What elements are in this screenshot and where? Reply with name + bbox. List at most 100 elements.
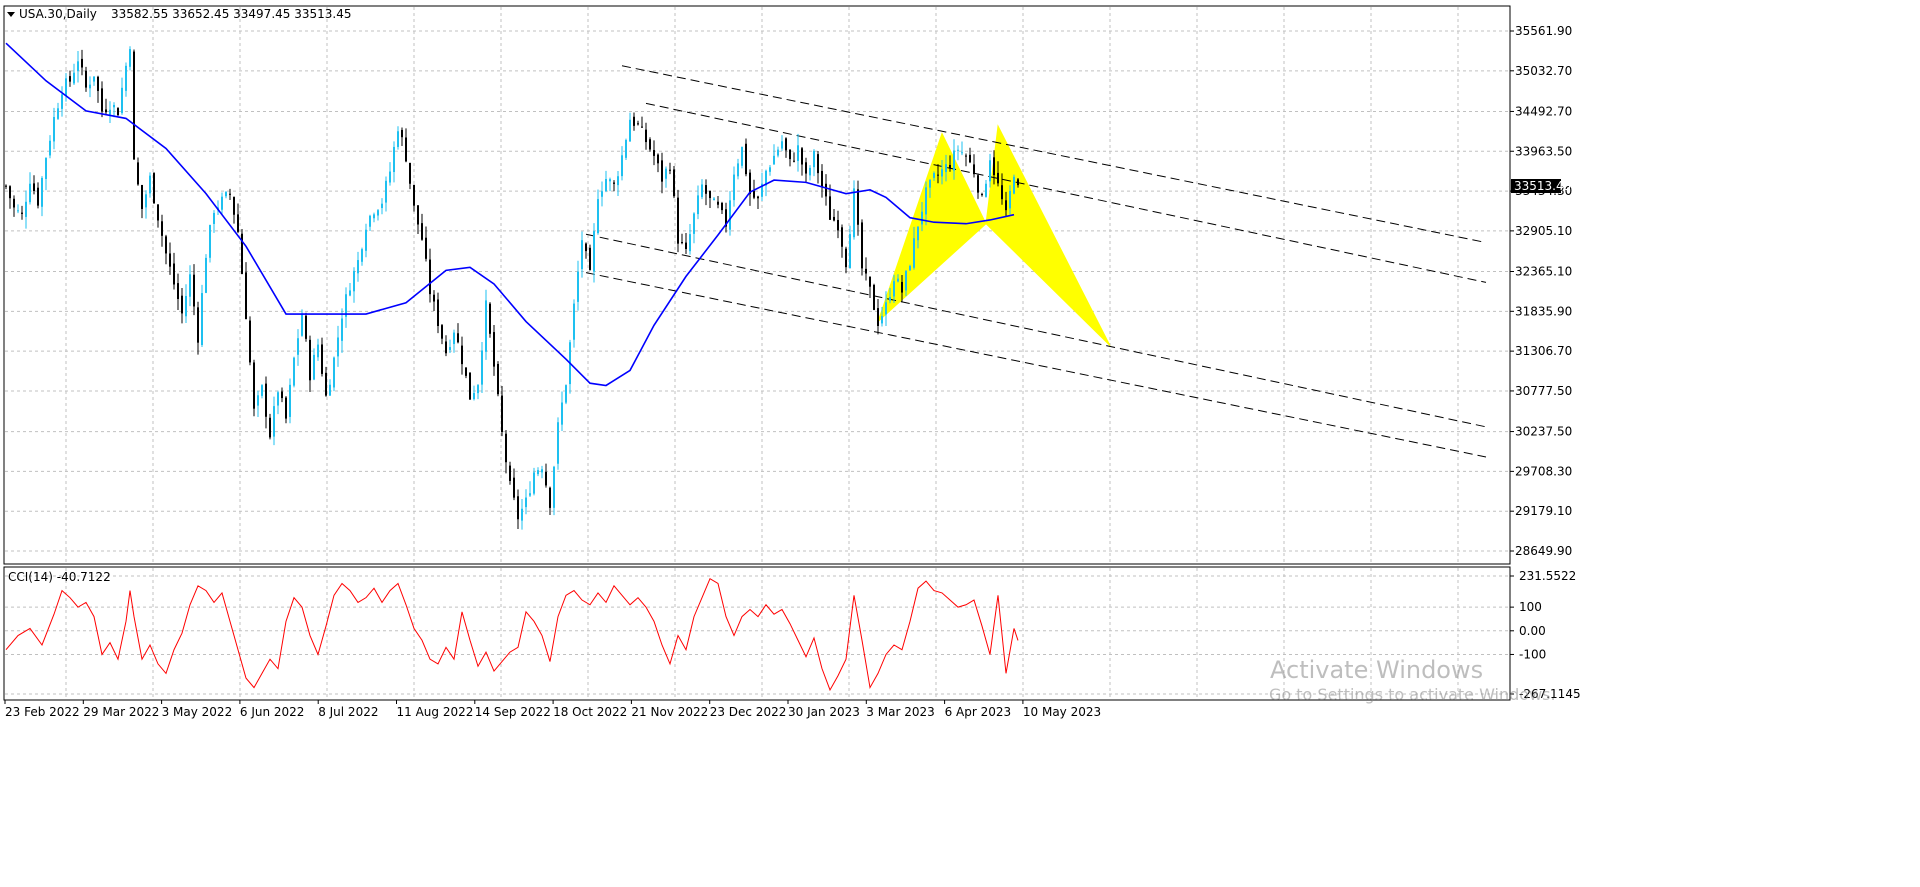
candle bbox=[449, 339, 451, 353]
candle bbox=[369, 214, 371, 231]
candle bbox=[697, 185, 699, 220]
date-tick-label: 3 Mar 2023 bbox=[866, 705, 934, 719]
candle bbox=[501, 385, 503, 437]
time-axis[interactable]: 23 Feb 2022 29 Mar 2022 3 May 2022 6 Jun 20… bbox=[4, 700, 1101, 719]
cci-tick-label: -100 bbox=[1519, 647, 1546, 661]
cci-tick-label: 100 bbox=[1519, 600, 1542, 614]
candle bbox=[637, 120, 639, 126]
candle bbox=[833, 209, 835, 222]
candle bbox=[141, 184, 143, 219]
candle bbox=[201, 284, 203, 348]
candle bbox=[805, 157, 807, 184]
trend-channel[interactable] bbox=[585, 65, 1487, 458]
candle bbox=[553, 465, 555, 516]
price-tick-label: 33963.50 bbox=[1515, 144, 1572, 158]
candle bbox=[909, 264, 911, 271]
candle bbox=[801, 147, 803, 176]
candle bbox=[505, 429, 507, 474]
candle bbox=[493, 325, 495, 376]
channel-line-2[interactable] bbox=[645, 102, 1487, 283]
candle bbox=[721, 201, 723, 214]
candle bbox=[581, 231, 583, 278]
candle bbox=[113, 102, 115, 118]
cci-series bbox=[5, 578, 1019, 692]
candle bbox=[1017, 178, 1019, 188]
candle bbox=[793, 152, 795, 163]
indicator-pane[interactable] bbox=[3, 566, 1511, 701]
candle bbox=[413, 184, 415, 212]
candle bbox=[925, 181, 927, 226]
candle bbox=[277, 390, 279, 415]
symbol-menu-triangle-icon[interactable] bbox=[7, 12, 15, 17]
moving-average-series bbox=[5, 42, 1015, 387]
candle bbox=[837, 210, 839, 239]
candle bbox=[845, 246, 847, 274]
date-tick-label: 21 Nov 2022 bbox=[631, 705, 708, 719]
candle bbox=[933, 171, 935, 181]
candle bbox=[153, 172, 155, 204]
candle bbox=[817, 151, 819, 184]
candle bbox=[897, 274, 899, 283]
date-tick-label: 8 Jul 2022 bbox=[318, 705, 378, 719]
current-price-value: 33513.45 bbox=[1514, 179, 1571, 193]
candle bbox=[53, 107, 55, 150]
candle bbox=[981, 192, 983, 197]
candle bbox=[145, 190, 147, 219]
candle bbox=[769, 164, 771, 176]
candle bbox=[409, 162, 411, 190]
symbol-timeframe: USA.30,Daily bbox=[19, 7, 97, 21]
candle bbox=[161, 214, 163, 247]
candle bbox=[393, 141, 395, 183]
candle bbox=[889, 288, 891, 304]
candle bbox=[613, 180, 615, 192]
price-tick-label: 28649.90 bbox=[1515, 544, 1572, 558]
candle bbox=[321, 337, 323, 377]
candle bbox=[57, 102, 59, 120]
candle bbox=[229, 188, 231, 200]
candle bbox=[305, 312, 307, 342]
candle bbox=[977, 173, 979, 199]
candle bbox=[541, 465, 543, 479]
candle bbox=[573, 299, 575, 348]
candle bbox=[173, 252, 175, 290]
candle bbox=[149, 172, 151, 198]
candle bbox=[645, 122, 647, 150]
candle bbox=[353, 267, 355, 303]
candle bbox=[441, 324, 443, 345]
price-axis[interactable]: 35561.9035032.7034492.7033963.5033434.30… bbox=[1510, 24, 1572, 558]
candle bbox=[209, 224, 211, 263]
candle bbox=[205, 254, 207, 294]
candle bbox=[269, 413, 271, 440]
candle bbox=[517, 489, 519, 530]
candle bbox=[949, 155, 951, 172]
candle bbox=[757, 195, 759, 209]
candle bbox=[797, 133, 799, 172]
channel-line-1[interactable] bbox=[621, 65, 1487, 244]
candle bbox=[625, 138, 627, 160]
cci-axis[interactable]: 231.5522 100 0.00 -100 -267.1145 bbox=[1510, 569, 1581, 701]
candle bbox=[929, 179, 931, 198]
candle bbox=[989, 153, 991, 188]
candlestick-series bbox=[5, 46, 1019, 530]
candle bbox=[589, 244, 591, 271]
candle bbox=[661, 152, 663, 194]
candle bbox=[461, 336, 463, 375]
candle bbox=[433, 290, 435, 312]
candle bbox=[445, 335, 447, 357]
candle bbox=[725, 202, 727, 233]
candle bbox=[621, 146, 623, 181]
candle bbox=[653, 140, 655, 166]
candle bbox=[317, 338, 319, 361]
cci-tick-label: -267.1145 bbox=[1519, 687, 1581, 701]
candle bbox=[13, 195, 15, 217]
candle bbox=[89, 76, 91, 98]
candle bbox=[673, 166, 675, 199]
candle bbox=[853, 180, 855, 240]
candle bbox=[169, 242, 171, 275]
candle bbox=[677, 189, 679, 253]
candle bbox=[741, 146, 743, 169]
candle bbox=[529, 481, 531, 497]
price-tick-label: 31306.70 bbox=[1515, 344, 1572, 358]
candle bbox=[313, 348, 315, 381]
